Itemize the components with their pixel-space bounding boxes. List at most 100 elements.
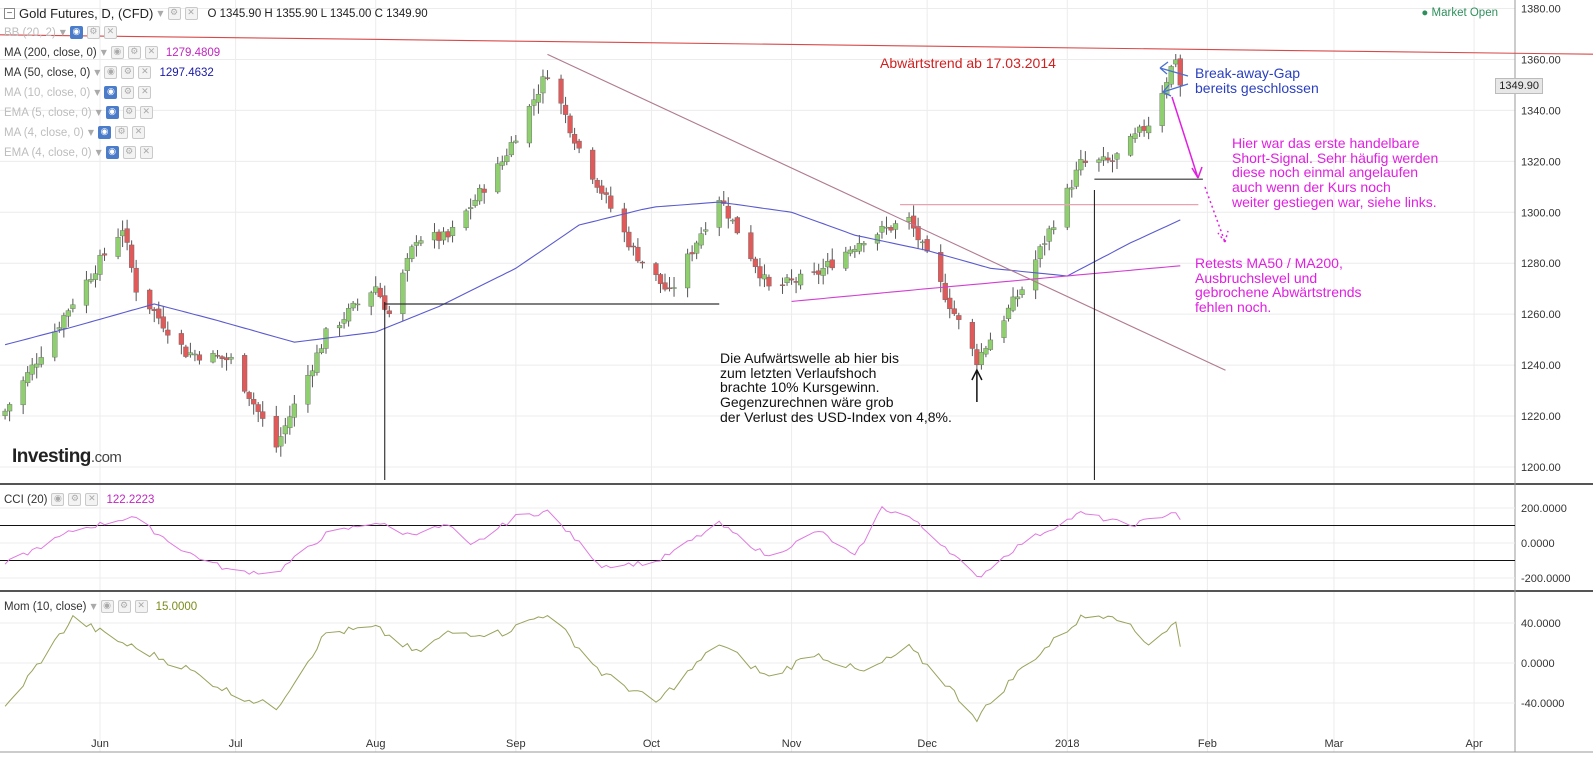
candle-down: [1141, 126, 1147, 131]
instrument-title: Gold Futures, D, (CFD): [19, 6, 154, 21]
chevron-down-icon[interactable]: ▼: [87, 128, 95, 137]
close-icon[interactable]: ✕: [144, 46, 158, 59]
close-icon[interactable]: ✕: [138, 66, 152, 79]
chevron-down-icon[interactable]: ▼: [95, 148, 102, 157]
close-icon[interactable]: ✕: [139, 106, 153, 119]
close-icon[interactable]: ✕: [132, 126, 146, 139]
candle-down: [621, 208, 627, 233]
candle-up: [52, 331, 58, 358]
settings-icon[interactable]: ⚙: [122, 106, 136, 119]
eye-icon[interactable]: ◉: [105, 106, 119, 119]
candle-up: [97, 255, 103, 275]
indicator-value: 1279.4809: [165, 46, 221, 59]
close-icon[interactable]: ✕: [184, 7, 198, 20]
collapse-icon[interactable]: −: [4, 8, 15, 19]
settings-icon[interactable]: ⚙: [68, 493, 82, 506]
chevron-down-icon[interactable]: ▼: [94, 88, 101, 97]
candle-up: [25, 372, 31, 383]
x-tick-label: Apr: [1466, 738, 1483, 750]
candle-up: [847, 249, 853, 254]
eye-icon[interactable]: ◉: [104, 86, 118, 99]
candle-up: [1100, 156, 1107, 161]
candle-up: [798, 273, 804, 286]
candle-down: [888, 227, 894, 231]
eye-icon[interactable]: ◉: [98, 126, 112, 139]
close-icon[interactable]: ✕: [103, 26, 117, 39]
settings-icon[interactable]: ⚙: [86, 26, 100, 39]
candle-down: [599, 185, 605, 194]
candle-up: [373, 286, 379, 293]
chevron-down-icon[interactable]: ▼: [95, 108, 102, 117]
y-tick-label: 1380.00: [1521, 4, 1561, 16]
x-tick-label: Nov: [782, 738, 802, 750]
eye-icon[interactable]: ◉: [100, 600, 114, 613]
cci-legend: CCI (20) ◉ ⚙ ✕ 122.2223: [4, 493, 154, 506]
trendline-mauve: [547, 53, 1226, 371]
chevron-down-icon[interactable]: ▼: [59, 28, 66, 37]
eye-icon[interactable]: ◉: [110, 46, 124, 59]
candle-down: [576, 140, 582, 149]
x-tick-label: Oct: [643, 738, 660, 750]
close-icon[interactable]: ✕: [139, 146, 153, 159]
candle-up: [350, 302, 356, 309]
candle-down: [653, 263, 659, 275]
settings-icon[interactable]: ⚙: [121, 66, 135, 79]
mom-line: [4, 614, 1181, 723]
candle-up: [1064, 187, 1070, 228]
trendline-red: [0, 34, 1593, 55]
ma200-line: [791, 265, 1181, 302]
candle-up: [1042, 243, 1048, 245]
candle-up: [468, 207, 474, 209]
candle-up: [115, 237, 121, 257]
ma50-line: [4, 201, 1181, 346]
candle-up: [1001, 320, 1007, 338]
settings-icon[interactable]: ⚙: [117, 600, 131, 613]
close-icon[interactable]: ✕: [85, 493, 99, 506]
candle-up: [983, 348, 989, 355]
candle-down: [260, 411, 266, 419]
candle-up: [820, 268, 826, 276]
candle-down: [558, 78, 564, 104]
signal-arrow-icon: [1171, 96, 1203, 179]
candle-down: [734, 217, 740, 234]
candle-down: [951, 308, 957, 314]
indicator-label: MA (200, close, 0): [4, 46, 97, 59]
candle-down: [793, 281, 799, 283]
settings-icon[interactable]: ⚙: [167, 7, 181, 20]
candle-up: [210, 353, 216, 363]
candle-down: [481, 188, 487, 193]
settings-icon[interactable]: ⚙: [122, 146, 136, 159]
candle-up: [440, 231, 447, 241]
eye-icon[interactable]: ◉: [51, 493, 65, 506]
candle-up: [1010, 296, 1016, 311]
settings-icon[interactable]: ⚙: [121, 86, 135, 99]
candle-up: [508, 142, 514, 156]
chevron-down-icon[interactable]: ▼: [94, 68, 101, 77]
candle-up: [70, 304, 76, 309]
candle-up: [477, 188, 483, 202]
arrow-up-icon: [971, 368, 983, 381]
candle-up: [409, 246, 415, 259]
eye-icon[interactable]: ◉: [104, 66, 118, 79]
eye-icon[interactable]: ◉: [105, 146, 119, 159]
candle-up: [1078, 159, 1084, 171]
settings-icon[interactable]: ⚙: [115, 126, 129, 139]
candle-up: [305, 375, 311, 405]
candle-up: [852, 248, 858, 252]
candle-down: [377, 287, 383, 297]
close-icon[interactable]: ✕: [138, 86, 152, 99]
candle-up: [761, 274, 768, 280]
chevron-down-icon[interactable]: ▼: [90, 602, 97, 611]
candle-down: [124, 228, 130, 243]
close-icon[interactable]: ✕: [134, 600, 148, 613]
gap-arrow-icon: [1162, 83, 1189, 97]
chevron-down-icon[interactable]: ▼: [100, 48, 107, 57]
candle-up: [449, 227, 456, 236]
eye-icon[interactable]: ◉: [69, 26, 83, 39]
candle-up: [61, 315, 67, 329]
candle-down: [165, 329, 171, 336]
settings-icon[interactable]: ⚙: [127, 46, 141, 59]
chevron-down-icon[interactable]: ▼: [157, 9, 164, 18]
candle-down: [101, 253, 108, 256]
